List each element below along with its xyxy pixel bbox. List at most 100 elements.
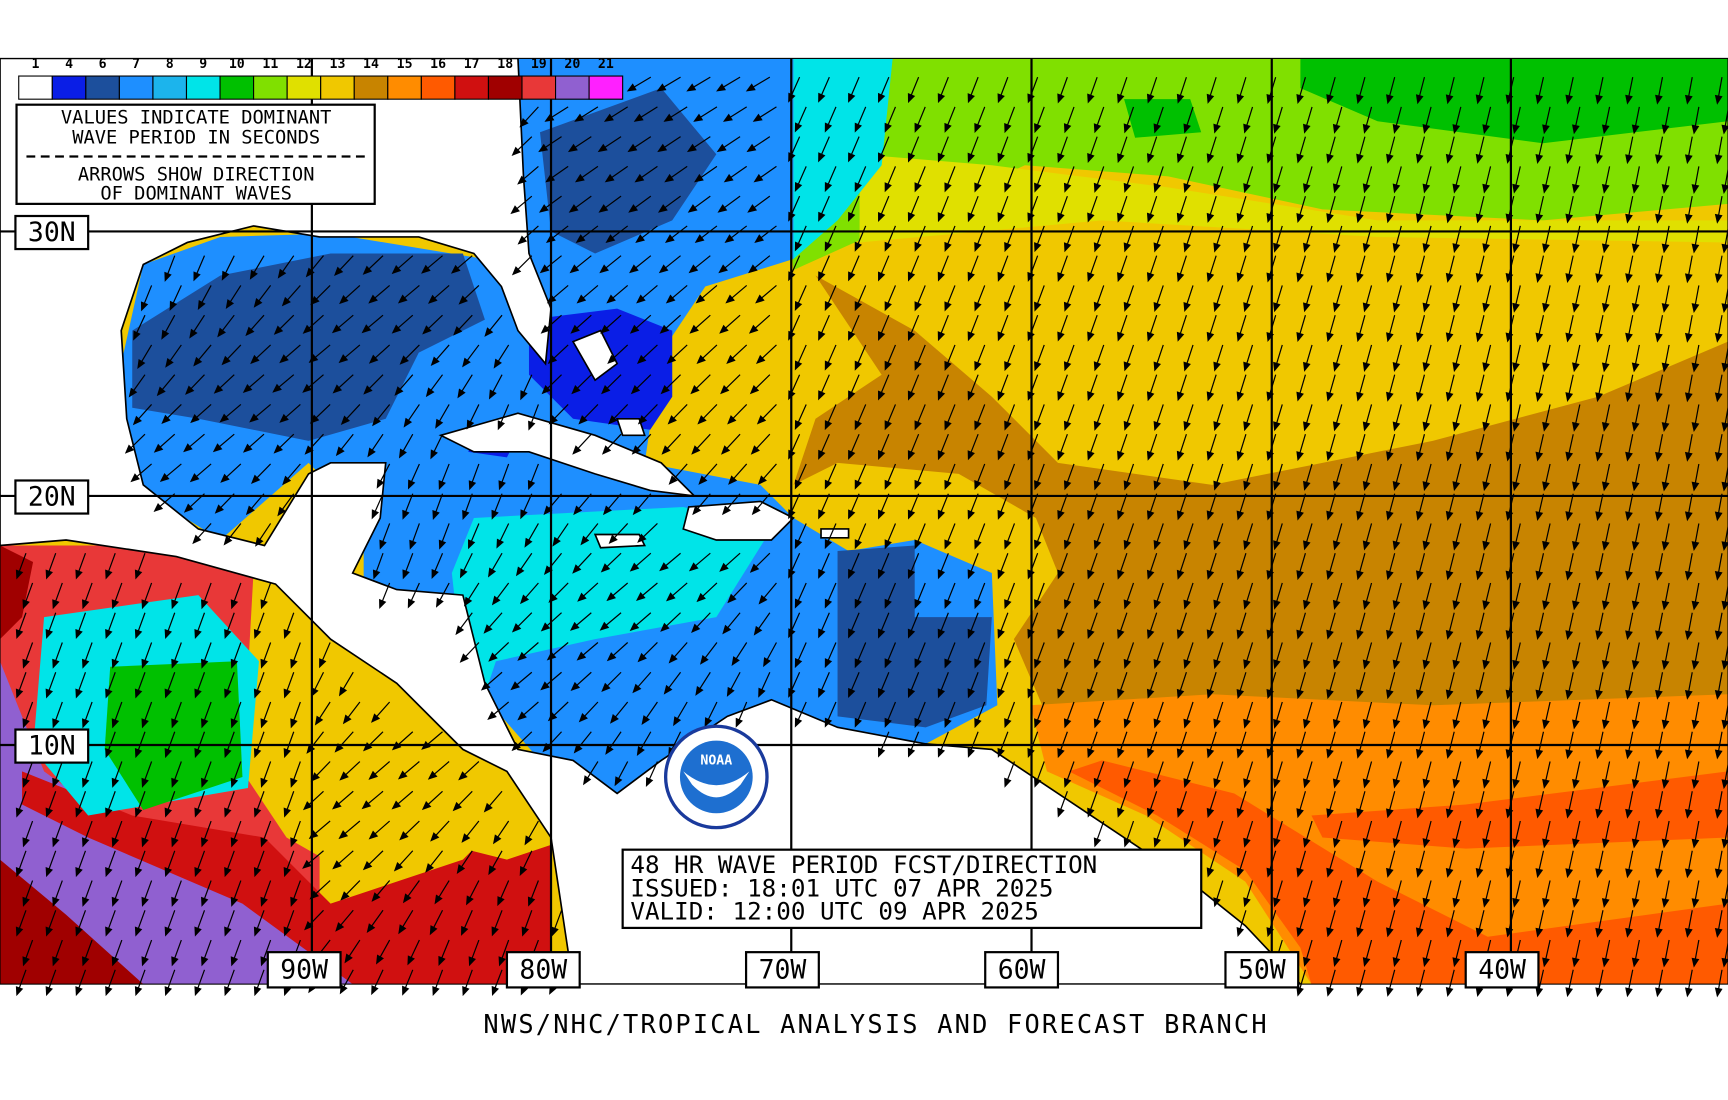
- direction-arrow: [1117, 314, 1128, 342]
- direction-arrow: [914, 463, 926, 490]
- direction-arrow: [720, 374, 741, 395]
- direction-arrow: [1601, 463, 1611, 492]
- direction-arrow: [1661, 344, 1670, 373]
- direction-arrow: [748, 255, 771, 274]
- direction-arrow: [1512, 761, 1521, 789]
- direction-arrow: [689, 314, 711, 334]
- direction-arrow: [637, 642, 658, 663]
- direction-arrow: [1153, 582, 1164, 610]
- direction-arrow: [1034, 166, 1045, 193]
- direction-arrow: [319, 642, 331, 669]
- direction-arrow: [1034, 225, 1045, 253]
- direction-arrow: [1034, 523, 1045, 550]
- direction-arrow: [1684, 493, 1693, 522]
- direction-arrow: [722, 106, 748, 122]
- direction-arrow: [914, 344, 926, 371]
- direction-arrow: [1714, 136, 1723, 165]
- direction-arrow: [1631, 820, 1640, 849]
- legend-swatch: [118, 75, 154, 100]
- direction-arrow: [974, 344, 986, 372]
- direction-arrow: [668, 463, 688, 485]
- direction-arrow: [290, 642, 301, 669]
- direction-arrow: [393, 850, 414, 872]
- direction-arrow: [967, 195, 979, 223]
- direction-arrow: [1093, 344, 1105, 372]
- direction-arrow: [1236, 76, 1247, 104]
- direction-arrow: [602, 493, 622, 516]
- direction-arrow: [1117, 136, 1128, 164]
- direction-arrow: [1452, 939, 1462, 968]
- direction-arrow: [194, 612, 206, 640]
- direction-arrow: [1595, 493, 1604, 522]
- direction-arrow: [1236, 910, 1247, 938]
- direction-arrow: [1057, 433, 1068, 461]
- direction-arrow: [757, 463, 777, 485]
- direction-arrow: [371, 493, 384, 520]
- direction-arrow: [193, 344, 212, 367]
- direction-arrow: [371, 880, 391, 902]
- direction-arrow: [1356, 374, 1366, 402]
- direction-arrow: [230, 642, 242, 669]
- direction-arrow: [1655, 910, 1664, 938]
- direction-arrow: [914, 404, 926, 431]
- direction-arrow: [1206, 76, 1217, 104]
- direction-arrow: [1535, 969, 1545, 998]
- direction-arrow: [1332, 523, 1343, 551]
- direction-arrow: [22, 642, 34, 669]
- direction-arrow: [1595, 196, 1604, 224]
- direction-arrow: [967, 672, 979, 699]
- direction-arrow: [1093, 225, 1105, 253]
- forecast-line: ISSUED: 18:01 UTC 07 APR 2025: [630, 873, 1053, 902]
- direction-arrow: [967, 255, 979, 282]
- direction-arrow: [583, 761, 599, 786]
- direction-arrow: [749, 374, 771, 395]
- direction-arrow: [75, 850, 87, 878]
- direction-arrow: [1176, 672, 1187, 699]
- direction-arrow: [753, 165, 777, 183]
- direction-arrow: [224, 969, 235, 997]
- direction-arrow: [824, 285, 837, 312]
- direction-arrow: [1332, 463, 1343, 491]
- direction-arrow: [397, 761, 420, 780]
- direction-arrow: [1655, 612, 1664, 641]
- direction-arrow: [1475, 374, 1485, 402]
- noaa-logo: NOAA: [663, 724, 769, 830]
- direction-arrow: [575, 225, 599, 244]
- legend-label: 12: [296, 57, 312, 72]
- direction-arrow: [997, 136, 1009, 163]
- direction-arrow: [1063, 463, 1075, 491]
- direction-arrow: [164, 672, 176, 699]
- lon-label: 60W: [998, 954, 1046, 985]
- direction-arrow: [1445, 434, 1455, 462]
- direction-arrow: [1452, 463, 1462, 492]
- direction-arrow: [605, 225, 629, 244]
- direction-arrow: [1093, 285, 1105, 312]
- direction-arrow: [656, 76, 681, 92]
- direction-arrow: [1213, 285, 1224, 313]
- direction-arrow: [1661, 820, 1670, 849]
- direction-arrow: [907, 374, 920, 401]
- direction-arrow: [283, 791, 295, 818]
- direction-arrow: [1004, 166, 1016, 193]
- direction-arrow: [1684, 315, 1693, 343]
- direction-arrow: [1601, 761, 1611, 789]
- direction-arrow: [224, 850, 235, 878]
- direction-arrow: [1512, 404, 1521, 432]
- direction-arrow: [1542, 582, 1551, 611]
- direction-arrow: [1176, 434, 1187, 461]
- direction-arrow: [1123, 701, 1135, 729]
- direction-arrow: [1572, 582, 1581, 611]
- direction-arrow: [696, 582, 718, 603]
- direction-arrow: [314, 701, 331, 726]
- direction-arrow: [1661, 761, 1670, 790]
- direction-arrow: [1655, 374, 1664, 403]
- direction-arrow: [429, 910, 444, 936]
- direction-arrow: [342, 701, 361, 725]
- direction-arrow: [461, 910, 473, 936]
- direction-arrow: [171, 761, 182, 788]
- direction-arrow: [75, 791, 87, 818]
- direction-arrow: [339, 761, 361, 781]
- direction-arrow: [1296, 850, 1307, 878]
- direction-arrow: [1153, 404, 1164, 431]
- direction-arrow: [1326, 255, 1336, 283]
